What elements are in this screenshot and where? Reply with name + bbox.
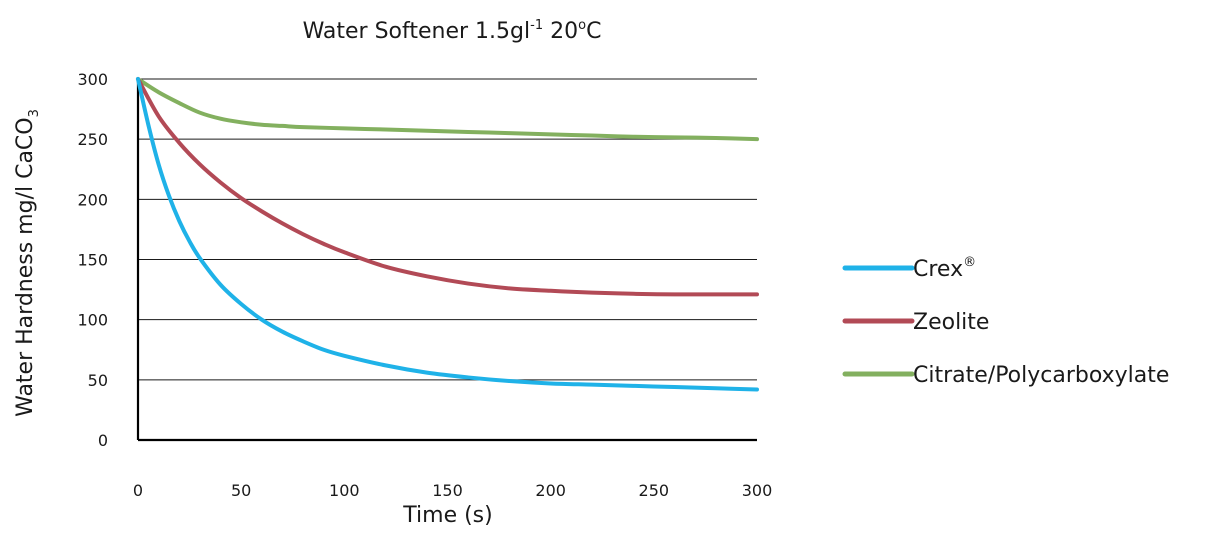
legend-label-citrate-polycarboxylate: Citrate/Polycarboxylate: [913, 363, 1169, 388]
series-line-zeolite: [136, 77, 759, 297]
series-line-citrate-polycarboxylate: [136, 77, 759, 142]
x-tick-label: 100: [329, 481, 360, 500]
y-axis-label-sub: 3: [27, 109, 42, 117]
y-tick-label: 250: [77, 130, 108, 149]
legend: Crex® Zeolite Citrate/Polycarboxylate: [842, 255, 1169, 388]
grid-layer: [138, 78, 757, 381]
x-tick-label: 0: [133, 481, 143, 500]
series-line-crex: [136, 77, 759, 392]
chart-title-sup: -1: [530, 18, 543, 33]
chart-title-unit: C: [586, 19, 601, 44]
legend-mark-crex: ®: [963, 255, 976, 270]
x-tick-labels: 0 50 100 150 200 250 300: [133, 481, 772, 500]
x-tick-label: 250: [639, 481, 670, 500]
chart-title-temp: 20: [543, 19, 578, 44]
x-axis-label: Time (s): [402, 503, 492, 528]
legend-label-crex: Crex®: [913, 255, 976, 282]
x-tick-label: 150: [432, 481, 463, 500]
chart-title: Water Softener 1.5gl-1 20oC: [303, 18, 602, 44]
chart-title-main: Water Softener 1.5gl: [303, 19, 531, 44]
x-tick-label: 300: [742, 481, 773, 500]
y-tick-label: 100: [77, 311, 108, 330]
chart-title-degree: o: [578, 18, 586, 33]
y-axis-label-main: Water Hardness mg/l CaCO: [13, 117, 38, 417]
y-tick-label: 150: [77, 251, 108, 270]
y-tick-labels: 0 50 100 150 200 250 300: [77, 70, 108, 450]
x-tick-label: 200: [535, 481, 566, 500]
x-tick-label: 50: [231, 481, 251, 500]
y-tick-label: 0: [98, 431, 108, 450]
axis-layer: [136, 79, 757, 442]
legend-label-zeolite: Zeolite: [913, 310, 989, 335]
y-axis-label: Water Hardness mg/l CaCO3: [13, 109, 42, 417]
series-layer: [136, 77, 759, 392]
y-tick-label: 200: [77, 190, 108, 209]
y-tick-label: 50: [88, 371, 108, 390]
y-tick-label: 300: [77, 70, 108, 89]
